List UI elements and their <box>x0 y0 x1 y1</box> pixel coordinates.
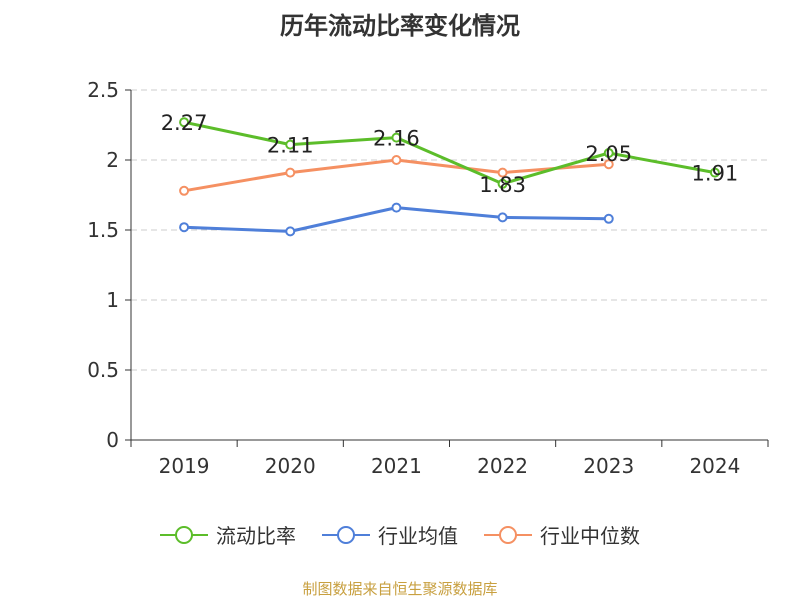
legend-marker-current-ratio <box>160 525 208 544</box>
y-tick-label: 2 <box>106 148 119 172</box>
legend: 流动比率 行业均值 行业中位数 <box>0 520 800 549</box>
data-source-note: 制图数据来自恒生聚源数据库 <box>302 580 498 598</box>
data-point <box>391 132 402 143</box>
legend-marker-industry-mean <box>322 525 370 544</box>
data-point <box>179 185 190 196</box>
x-tick-label: 2023 <box>583 454 634 478</box>
data-point <box>285 226 296 237</box>
legend-label-current-ratio: 流动比率 <box>216 524 296 548</box>
y-tick-label: 2.5 <box>87 78 119 102</box>
y-tick-label: 0.5 <box>87 358 119 382</box>
data-point <box>603 148 614 158</box>
data-label: 2.11 <box>267 134 314 158</box>
data-label: 2.16 <box>373 127 420 151</box>
data-point <box>391 202 402 213</box>
legend-item-industry-mean[interactable]: 行业均值 <box>322 520 458 549</box>
data-point <box>179 222 190 233</box>
y-tick-label: 1.5 <box>87 218 119 242</box>
data-point <box>603 213 614 224</box>
legend-marker-industry-median <box>484 525 532 544</box>
legend-label-industry-median: 行业中位数 <box>540 524 640 548</box>
data-label: 1.83 <box>479 173 526 197</box>
y-tick-label: 1 <box>106 288 119 312</box>
y-tick-label: 0 <box>106 428 119 452</box>
data-point <box>285 167 296 178</box>
legend-item-current-ratio[interactable]: 流动比率 <box>160 520 296 549</box>
chart-title: 历年流动比率变化情况 <box>280 12 520 40</box>
x-tick-label: 2019 <box>159 454 210 478</box>
data-point <box>285 139 296 150</box>
x-tick-label: 2022 <box>477 454 528 478</box>
x-tick-label: 2021 <box>371 454 422 478</box>
data-point <box>709 167 720 178</box>
data-point <box>179 117 190 128</box>
x-tick-label: 2020 <box>265 454 316 478</box>
data-point <box>497 212 508 223</box>
data-point <box>603 159 614 170</box>
x-tick-label: 2024 <box>689 454 740 478</box>
legend-item-industry-median[interactable]: 行业中位数 <box>484 520 640 549</box>
data-point <box>497 167 508 178</box>
data-point <box>497 178 508 189</box>
data-label: 2.05 <box>585 142 632 166</box>
data-label: 1.91 <box>692 162 739 186</box>
data-point <box>391 155 402 165</box>
data-label: 2.27 <box>161 111 208 135</box>
series-line <box>183 120 716 186</box>
legend-label-industry-mean: 行业均值 <box>378 524 458 548</box>
